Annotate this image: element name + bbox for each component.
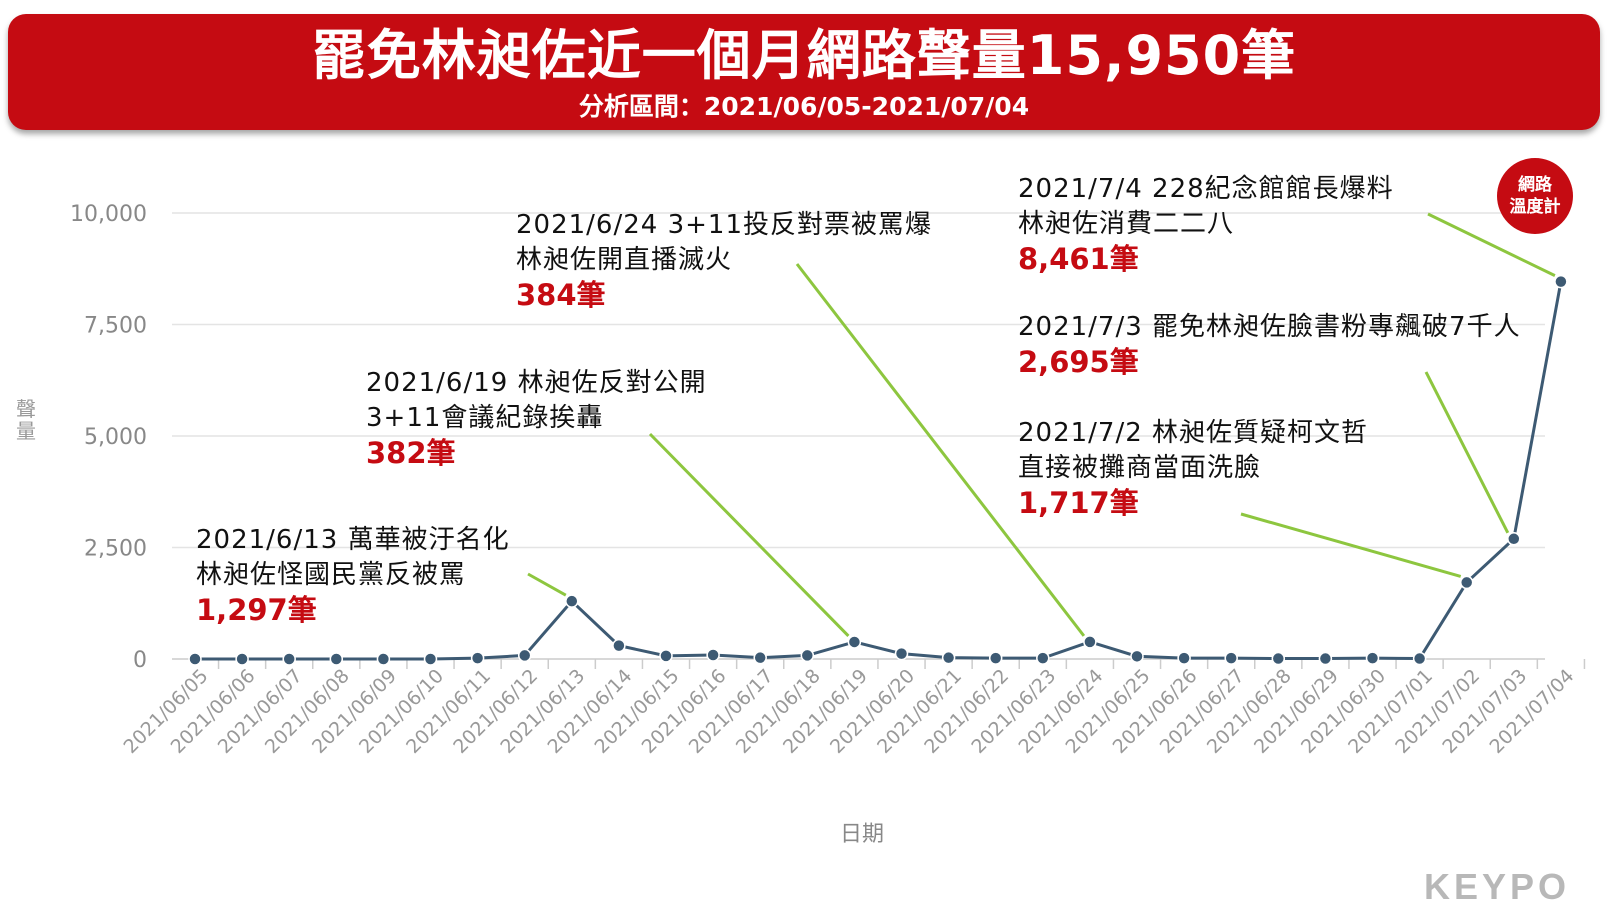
annotation-text: 2021/6/24 3+11投反對票被罵爆 bbox=[516, 210, 932, 240]
annotation-text: 林昶佐怪國民黨反被罵 bbox=[196, 560, 467, 590]
data-point bbox=[1412, 651, 1427, 666]
annotation-text: 林昶佐消費二二八 bbox=[1018, 209, 1235, 239]
y-tick-label: 0 bbox=[133, 648, 147, 673]
data-point bbox=[376, 652, 391, 666]
annotation-leader-line bbox=[1424, 371, 1510, 534]
annotation-0704: 2021/7/4 228紀念館館長爆料 林昶佐消費二二八 8,461筆 bbox=[1018, 172, 1394, 277]
y-tick-label: 10,000 bbox=[70, 202, 147, 227]
annotation-count: 382筆 bbox=[366, 436, 456, 470]
y-tick-label: 2,500 bbox=[84, 537, 147, 562]
annotation-leader-line bbox=[648, 432, 850, 638]
title-banner: 罷免林昶佐近一個月網路聲量15,950筆 分析區間：2021/06/05-202… bbox=[8, 14, 1600, 130]
badge-line-2: 溫度計 bbox=[1509, 197, 1561, 217]
data-point bbox=[753, 650, 767, 665]
annotation-count: 1,717筆 bbox=[1018, 486, 1139, 520]
data-point bbox=[329, 652, 344, 666]
data-point bbox=[1459, 575, 1474, 590]
data-point bbox=[659, 649, 673, 663]
data-point bbox=[1554, 274, 1568, 289]
annotation-leader-line bbox=[1427, 212, 1556, 277]
series-line bbox=[195, 281, 1563, 661]
annotation-0702: 2021/7/2 林昶佐質疑柯文哲 直接被攤商當面洗臉 1,717筆 bbox=[1018, 416, 1368, 521]
data-point bbox=[847, 635, 862, 649]
annotation-0619: 2021/6/19 林昶佐反對公開 3+11會議紀錄挨轟 382筆 bbox=[366, 366, 707, 471]
data-point bbox=[188, 652, 202, 666]
analysis-period: 分析區間：2021/06/05-2021/07/04 bbox=[578, 92, 1030, 121]
annotation-count: 384筆 bbox=[516, 278, 606, 312]
data-point bbox=[612, 638, 626, 653]
annotation-0613: 2021/6/13 萬華被汙名化 林昶佐怪國民黨反被罵 1,297筆 bbox=[196, 523, 510, 628]
x-axis-label: 日期 bbox=[840, 822, 885, 847]
annotation-text: 2021/6/13 萬華被汙名化 bbox=[196, 525, 510, 555]
annotation-count: 1,297筆 bbox=[196, 593, 317, 627]
annotation-leader-line bbox=[795, 263, 1086, 637]
web-thermometer-badge: 網路 溫度計 bbox=[1497, 158, 1573, 234]
data-point bbox=[423, 652, 438, 666]
data-point bbox=[282, 652, 296, 666]
data-point bbox=[1083, 635, 1097, 649]
data-point bbox=[800, 648, 815, 663]
y-tick-label: 7,500 bbox=[84, 314, 147, 339]
annotation-leader-line bbox=[527, 572, 567, 597]
data-point bbox=[941, 650, 956, 665]
annotation-text: 2021/6/19 林昶佐反對公開 bbox=[366, 368, 707, 398]
y-axis-label: 聲量 bbox=[16, 397, 36, 443]
annotation-text: 林昶佐開直播滅火 bbox=[516, 245, 733, 275]
data-point bbox=[706, 648, 720, 662]
data-point bbox=[1318, 651, 1333, 666]
data-point bbox=[894, 646, 909, 661]
data-point bbox=[235, 652, 249, 666]
data-point bbox=[1036, 651, 1050, 665]
annotation-text: 2021/7/3 罷免林昶佐臉書粉專飆破7千人 bbox=[1018, 312, 1521, 342]
y-tick-label: 5,000 bbox=[84, 425, 147, 450]
data-point bbox=[1507, 532, 1521, 546]
data-point bbox=[1130, 649, 1144, 664]
data-point bbox=[517, 648, 532, 663]
annotation-leader-line bbox=[1240, 512, 1462, 578]
annotation-text: 2021/7/4 228紀念館館長爆料 bbox=[1018, 174, 1394, 204]
keypo-logo: KEYPO bbox=[1424, 866, 1571, 907]
data-point bbox=[988, 651, 1003, 665]
data-point bbox=[1271, 651, 1286, 666]
data-point bbox=[1365, 651, 1380, 665]
annotation-0703: 2021/7/3 罷免林昶佐臉書粉專飆破7千人 2,695筆 bbox=[1018, 310, 1521, 380]
annotation-count: 2,695筆 bbox=[1018, 345, 1139, 379]
page-title: 罷免林昶佐近一個月網路聲量15,950筆 bbox=[311, 24, 1297, 87]
data-point bbox=[1224, 651, 1238, 665]
annotation-text: 2021/7/2 林昶佐質疑柯文哲 bbox=[1018, 418, 1369, 448]
data-point bbox=[1177, 651, 1191, 665]
badge-line-1: 網路 bbox=[1518, 175, 1552, 195]
annotation-0624: 2021/6/24 3+11投反對票被罵爆 林昶佐開直播滅火 384筆 bbox=[516, 208, 932, 313]
annotation-text: 3+11會議紀錄挨轟 bbox=[366, 403, 604, 433]
annotation-count: 8,461筆 bbox=[1018, 242, 1139, 276]
data-point bbox=[565, 594, 579, 608]
annotation-text: 直接被攤商當面洗臉 bbox=[1018, 453, 1262, 483]
data-point bbox=[470, 651, 485, 665]
